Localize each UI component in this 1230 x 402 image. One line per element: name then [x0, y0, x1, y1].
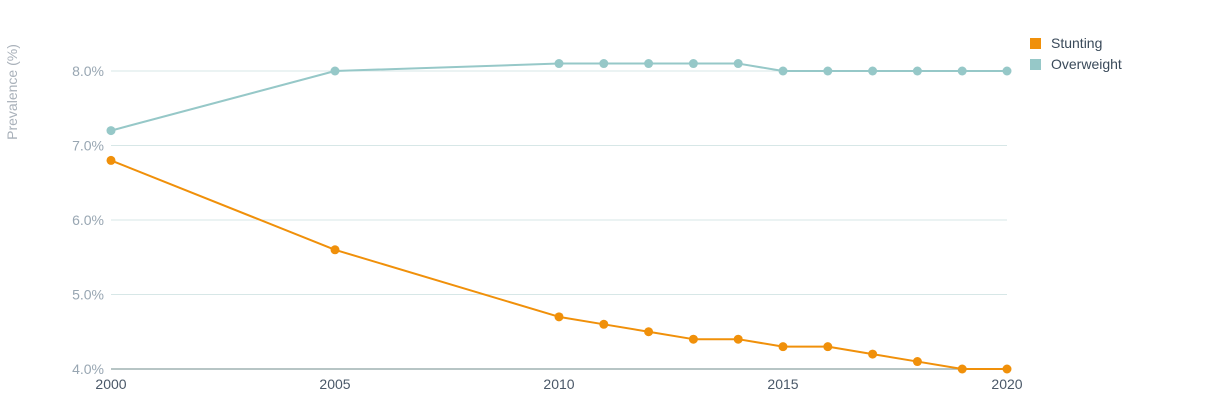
data-point-overweight [554, 59, 564, 69]
data-point-stunting [823, 342, 833, 352]
data-point-overweight [957, 66, 967, 76]
x-tick-label: 2015 [767, 376, 798, 392]
legend-label-stunting: Stunting [1051, 35, 1103, 51]
y-tick-label: 4.0% [72, 361, 104, 377]
data-point-stunting [778, 342, 788, 352]
data-point-overweight [106, 126, 116, 136]
y-tick-label: 7.0% [72, 138, 104, 154]
data-point-stunting [868, 349, 878, 359]
y-tick-label: 5.0% [72, 287, 104, 303]
data-point-stunting [733, 334, 743, 344]
x-tick-label: 2005 [319, 376, 350, 392]
series-line-stunting [110, 159, 1007, 370]
data-point-stunting [106, 155, 116, 165]
data-point-overweight [733, 59, 743, 69]
data-point-overweight [688, 59, 698, 69]
legend-swatch-overweight [1030, 58, 1041, 70]
legend-item-overweight[interactable]: Overweight [1030, 55, 1122, 73]
legend-label-overweight: Overweight [1051, 56, 1122, 72]
data-point-overweight [1002, 66, 1012, 76]
x-tick-label: 2020 [991, 376, 1022, 392]
data-point-stunting [912, 357, 922, 367]
data-point-stunting [957, 364, 967, 374]
legend: Stunting Overweight [1030, 34, 1122, 73]
data-point-overweight [599, 59, 609, 69]
data-point-overweight [912, 66, 922, 76]
data-point-stunting [644, 327, 654, 337]
data-point-stunting [599, 319, 609, 329]
data-point-overweight [330, 66, 340, 76]
data-point-stunting [330, 245, 340, 255]
legend-swatch-stunting [1030, 37, 1041, 49]
y-tick-label: 8.0% [72, 63, 104, 79]
data-point-overweight [644, 59, 654, 69]
data-point-overweight [778, 66, 788, 76]
data-point-stunting [554, 312, 564, 322]
data-point-overweight [868, 66, 878, 76]
data-point-stunting [688, 334, 698, 344]
data-point-overweight [823, 66, 833, 76]
legend-item-stunting[interactable]: Stunting [1030, 34, 1122, 52]
y-tick-label: 6.0% [72, 212, 104, 228]
x-tick-label: 2010 [543, 376, 574, 392]
x-tick-label: 2000 [95, 376, 126, 392]
data-point-stunting [1002, 364, 1012, 374]
